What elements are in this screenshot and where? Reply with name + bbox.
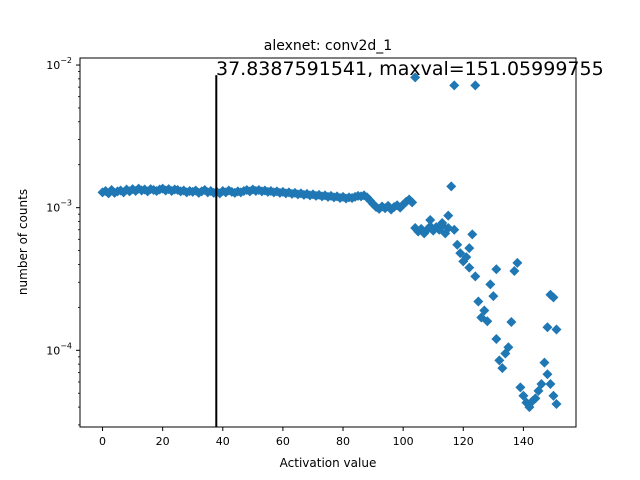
data-point <box>473 296 484 307</box>
plot-area <box>97 72 562 427</box>
data-point <box>536 379 547 390</box>
y-tick-label: 10−3 <box>46 199 72 215</box>
x-tick-label: 20 <box>156 435 170 448</box>
data-point <box>470 80 481 91</box>
data-point <box>449 224 460 235</box>
data-point <box>464 243 475 254</box>
chart-annotation: 37.8387591541, maxval=151.05999755 <box>216 58 604 80</box>
data-point <box>455 248 466 259</box>
x-tick-label: 100 <box>393 435 414 448</box>
data-point <box>425 214 436 225</box>
y-axis-label: number of counts <box>16 189 30 295</box>
data-point <box>491 334 502 345</box>
data-point <box>482 316 493 327</box>
y-tick-label: 10−4 <box>46 341 72 357</box>
y-tick-label: 10−2 <box>46 56 72 72</box>
data-point <box>497 363 508 374</box>
plot-frame <box>79 57 577 428</box>
data-point <box>485 279 496 290</box>
data-point <box>470 271 481 282</box>
data-point <box>449 80 460 91</box>
data-point <box>467 229 478 240</box>
x-tick-label: 40 <box>216 435 230 448</box>
data-point <box>443 210 454 221</box>
data-point <box>410 72 421 83</box>
data-point <box>512 257 523 268</box>
data-point <box>407 197 418 208</box>
data-point <box>545 379 556 390</box>
data-point <box>530 393 541 404</box>
x-axis: 0 20 40 60 80 100 120 140 <box>99 427 534 448</box>
data-point <box>548 390 559 401</box>
x-tick-label: 0 <box>99 435 106 448</box>
data-point <box>446 181 457 192</box>
data-point <box>539 357 550 368</box>
x-tick-label: 140 <box>513 435 534 448</box>
data-point <box>548 292 559 303</box>
data-point <box>461 252 472 263</box>
data-point <box>515 382 526 393</box>
x-tick-label: 80 <box>336 435 350 448</box>
data-point <box>542 369 553 380</box>
y-axis: 10−4 10−3 10−2 <box>46 56 80 426</box>
data-point <box>551 399 562 410</box>
x-tick-label: 60 <box>276 435 290 448</box>
data-point <box>494 355 505 366</box>
data-point <box>464 262 475 273</box>
x-axis-label: Activation value <box>280 456 377 470</box>
x-tick-label: 120 <box>453 435 474 448</box>
data-point <box>452 239 463 250</box>
chart-title: alexnet: conv2d_1 <box>264 38 392 54</box>
data-point <box>503 342 514 353</box>
data-point <box>506 316 517 327</box>
data-point <box>479 305 490 316</box>
data-point <box>551 324 562 335</box>
data-point <box>488 291 499 302</box>
data-point <box>509 265 520 276</box>
data-point <box>437 218 448 229</box>
data-point <box>491 264 502 275</box>
data-point <box>542 322 553 333</box>
